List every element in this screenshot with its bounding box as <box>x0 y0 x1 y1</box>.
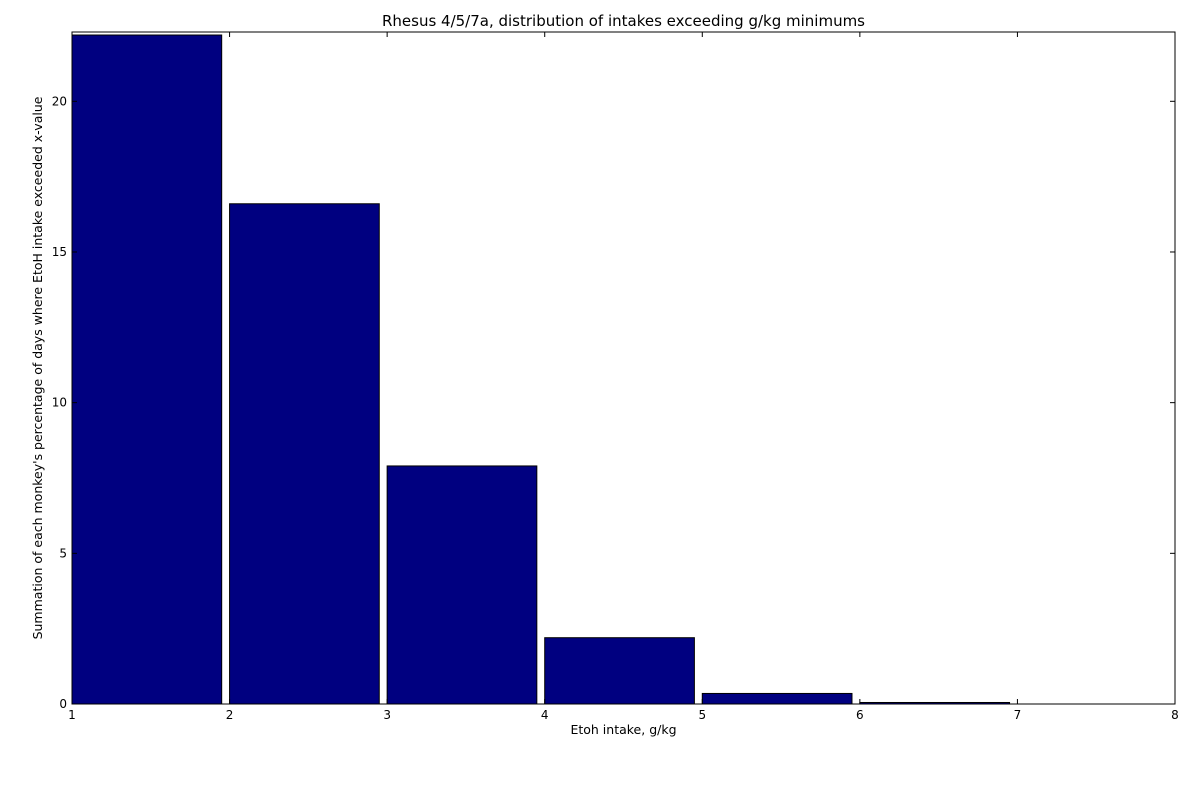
bars <box>71 34 1011 705</box>
x-tick-label: 2 <box>226 708 234 722</box>
x-tick-label: 4 <box>541 708 549 722</box>
y-tick-label: 5 <box>59 546 67 560</box>
chart-title: Rhesus 4/5/7a, distribution of intakes e… <box>382 12 865 30</box>
bar-3 <box>386 465 538 705</box>
x-tick-label: 3 <box>383 708 391 722</box>
axis-ticks: 1 2 3 4 5 6 7 8 0 5 10 15 20 <box>52 32 1179 722</box>
plot-frame <box>71 31 1176 705</box>
x-tick-label: 8 <box>1171 708 1179 722</box>
y-tick-label: 15 <box>52 245 67 259</box>
bar-4 <box>544 637 695 705</box>
y-tick-label: 10 <box>52 396 67 410</box>
bar-1 <box>71 34 223 705</box>
y-tick-label: 20 <box>52 94 67 108</box>
y-tick-label: 0 <box>59 697 67 711</box>
y-axis-label: Summation of each monkey's percentage of… <box>30 96 45 639</box>
x-tick-label: 6 <box>856 708 864 722</box>
x-tick-label: 5 <box>698 708 706 722</box>
x-axis-label: Etoh intake, g/kg <box>570 722 676 737</box>
x-tick-label: 1 <box>68 708 76 722</box>
bar-5 <box>701 692 853 705</box>
bar-2 <box>229 203 380 705</box>
x-tick-label: 7 <box>1014 708 1022 722</box>
